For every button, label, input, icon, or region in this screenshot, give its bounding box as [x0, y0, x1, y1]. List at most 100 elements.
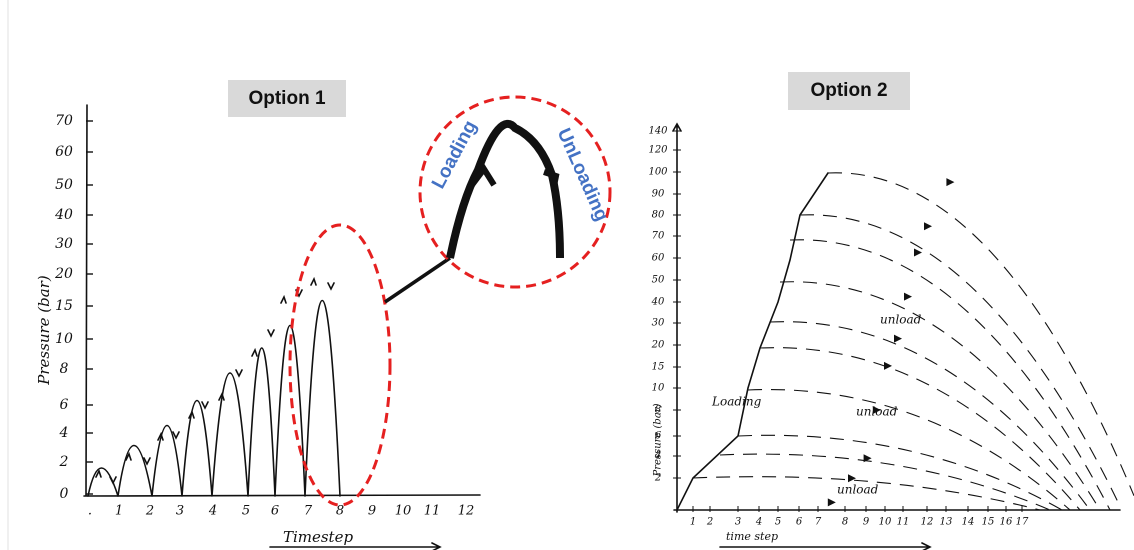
y-tick-label: 8 — [60, 361, 69, 377]
x-tick-label: 6 — [796, 517, 803, 528]
x-tick-label: 12 — [458, 504, 475, 519]
unload-arrow — [904, 292, 912, 301]
option-box — [228, 80, 346, 117]
unload-curve — [737, 434, 1063, 511]
unload-curve — [759, 347, 1081, 511]
y-tick-label: 30 — [652, 318, 665, 329]
x-tick-label: 7 — [304, 504, 313, 519]
y-tick-label: 50 — [652, 275, 665, 286]
x-tick-label: 7 — [815, 517, 822, 528]
y-tick-label: 70 — [652, 231, 665, 242]
x-tick-label: 5 — [775, 517, 781, 528]
unload-curve — [827, 172, 1134, 496]
x-tick-label: 11 — [424, 504, 441, 519]
y-tick-label: 6 — [60, 397, 69, 413]
x-arrow — [719, 542, 932, 550]
x-tick-label: 3 — [735, 517, 741, 528]
unload-arrow — [914, 248, 922, 257]
y-tick-label: 0 — [60, 486, 69, 502]
loading-curve — [676, 172, 829, 511]
x-tick-label: 9 — [863, 517, 870, 528]
y-tick-label: 2 — [654, 473, 661, 484]
zoom-circle — [418, 95, 612, 289]
x-tick-label: . — [88, 504, 92, 519]
unload-curve — [779, 281, 1101, 511]
unload-curve — [789, 239, 1111, 511]
x-tick-label: 8 — [336, 504, 344, 519]
unload-curve — [747, 388, 1071, 511]
x-tick-label: 2 — [706, 517, 713, 528]
loading-label: Loading — [711, 395, 762, 409]
x-tick-label: 10 — [395, 504, 412, 519]
y-tick-label: 8 — [655, 405, 661, 416]
x-tick-label: 1 — [115, 504, 123, 519]
unload-label: unload — [880, 313, 922, 327]
unload-label: unload — [837, 483, 879, 497]
x-tick-label: 10 — [879, 517, 892, 528]
y-tick-label: 10 — [55, 331, 73, 347]
x-tick-label: 3 — [176, 504, 184, 519]
y-tick-label: 140 — [648, 126, 668, 137]
axes — [672, 122, 1121, 513]
y-title: Pressure (bar) — [35, 275, 53, 386]
unload-curve — [799, 214, 1121, 507]
y-tick-label: 40 — [54, 207, 73, 223]
x-title: Timestep — [283, 528, 354, 546]
y-tick-label: 4 — [59, 425, 69, 441]
x-tick-label: 12 — [921, 517, 934, 528]
y-tick-label: 4 — [654, 451, 661, 462]
x-title: time step — [726, 530, 778, 543]
axes — [83, 104, 481, 497]
x-tick-label: 1 — [690, 517, 696, 528]
loading-arches — [87, 299, 341, 497]
x-tick-label: 11 — [897, 517, 910, 528]
y-tick-label: 90 — [652, 189, 665, 200]
x-tick-label: 6 — [271, 504, 279, 519]
unload-arrow — [884, 361, 892, 370]
option-box — [788, 72, 910, 110]
unload-arrow — [924, 222, 932, 231]
highlight-ellipse — [288, 223, 392, 507]
y-tick-label: 40 — [651, 297, 665, 308]
x-tick-label: 15 — [982, 517, 995, 528]
zoom-arch — [446, 119, 564, 259]
x-tick-label: 9 — [368, 504, 376, 519]
connector — [384, 256, 451, 304]
x-tick-label: 8 — [842, 517, 848, 528]
x-tick-label: 4 — [755, 517, 762, 528]
y-tick-label: 15 — [652, 362, 665, 373]
unload-label: unload — [856, 405, 898, 419]
option-title: Option 1 — [248, 88, 325, 109]
unload-curve — [719, 453, 1051, 511]
y-tick-label: 20 — [651, 340, 665, 351]
y-tick-label: 30 — [55, 236, 73, 252]
x-tick-label: 17 — [1016, 517, 1029, 528]
y-tick-label: 20 — [54, 266, 73, 282]
unload-arrow — [827, 498, 836, 507]
x-tick-label: 16 — [1000, 517, 1013, 528]
y-tick-label: 50 — [55, 177, 73, 193]
x-tick-label: 14 — [962, 517, 975, 528]
unload-arrow — [872, 406, 881, 414]
direction-arrows — [95, 276, 335, 485]
y-tick-label: 70 — [55, 113, 73, 129]
y-tick-label: 100 — [648, 167, 668, 178]
y-tick-label: 15 — [55, 298, 73, 314]
y-title: Pressure (bar) — [653, 403, 664, 477]
y-tick-label: 2 — [59, 454, 69, 470]
y-tick-label: 120 — [648, 145, 668, 156]
unload-arrow — [848, 474, 856, 483]
x-tick-label: 2 — [145, 504, 154, 519]
y-tick-label: 6 — [655, 431, 662, 442]
unload-curves — [692, 172, 1134, 511]
unload-arrow — [894, 334, 902, 343]
x-tick-label: 4 — [208, 504, 217, 519]
x-tick-label: 5 — [242, 504, 250, 519]
unload-curve — [692, 476, 1041, 511]
y-tick-label: 60 — [55, 144, 73, 160]
unload-curve — [769, 321, 1091, 511]
zoom-arrows — [469, 163, 560, 187]
y-tick-label: 10 — [652, 383, 665, 394]
x-tick-label: 13 — [940, 517, 953, 528]
